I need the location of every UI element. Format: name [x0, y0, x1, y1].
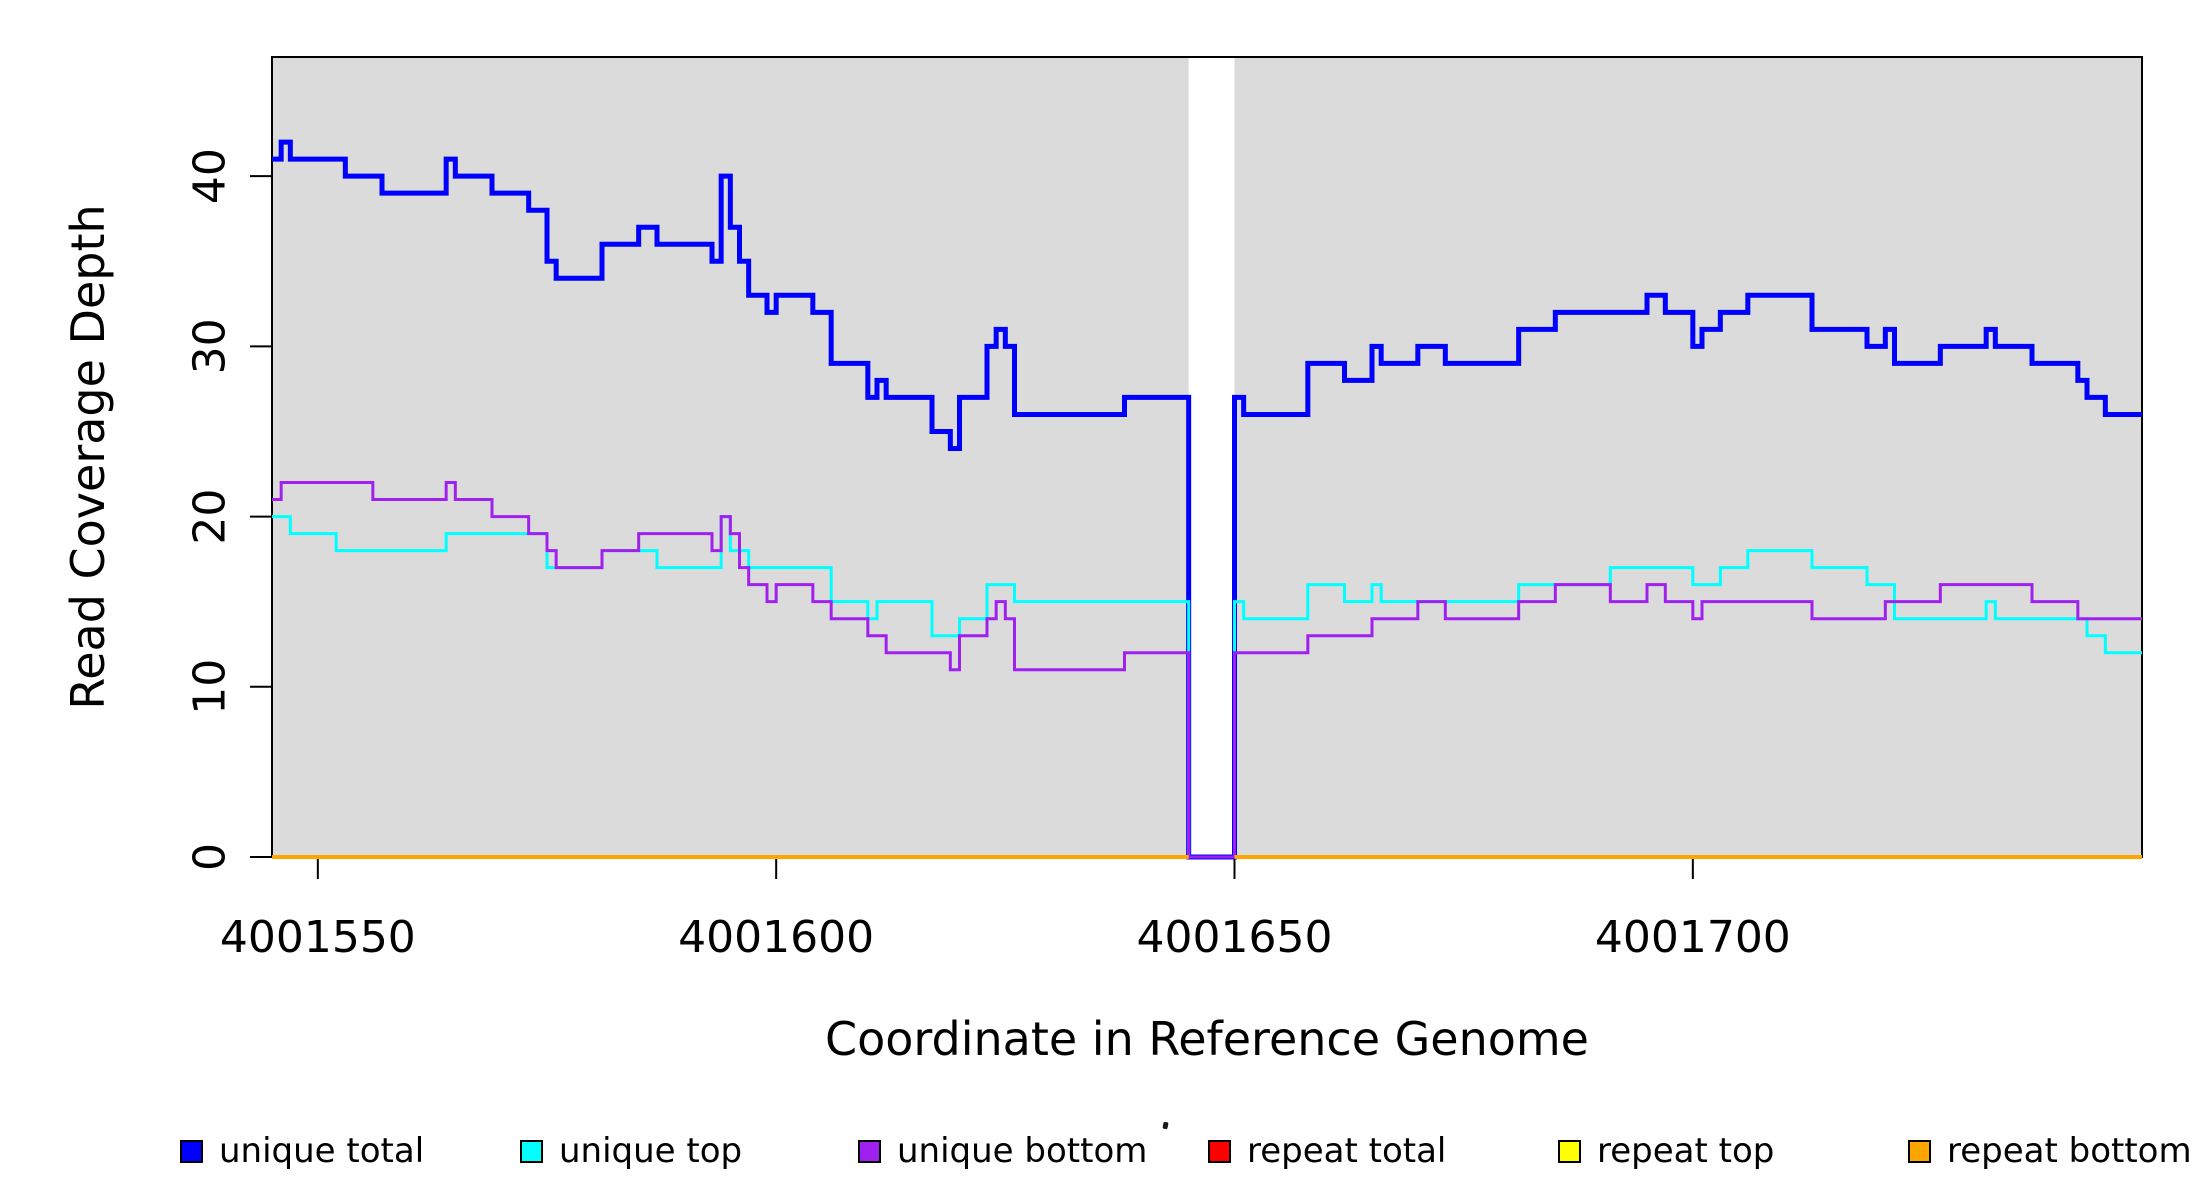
- legend-swatch-unique-bottom: [858, 1139, 881, 1163]
- y-tick-label: 0: [185, 843, 236, 871]
- legend-label: unique top: [559, 1131, 743, 1171]
- legend-swatch-repeat-bottom: [1908, 1139, 1931, 1163]
- y-tick-label: 20: [185, 489, 236, 545]
- legend-label: unique bottom: [897, 1131, 1148, 1171]
- legend-swatch-repeat-top: [1558, 1139, 1581, 1163]
- x-tick-label: 4001700: [1595, 912, 1791, 963]
- y-tick-label: 30: [185, 318, 236, 374]
- legend-item-unique-total: unique total: [180, 1131, 425, 1171]
- y-tick-label: 10: [185, 659, 236, 715]
- legend-swatch-unique-top: [520, 1139, 543, 1163]
- x-tick-label: 4001550: [220, 912, 416, 963]
- legend-label: repeat bottom: [1947, 1131, 2192, 1171]
- x-tick-label: 4001650: [1137, 912, 1333, 963]
- legend-item-repeat-bottom: repeat bottom: [1908, 1131, 2192, 1171]
- legend-item-unique-bottom: unique bottom: [858, 1131, 1148, 1171]
- y-tick-label: 40: [185, 148, 236, 204]
- x-tick-label: 4001600: [678, 912, 874, 963]
- y-axis-label: Read Coverage Depth: [61, 204, 115, 710]
- legend-swatch-repeat-total: [1208, 1139, 1231, 1163]
- legend: unique total unique top unique bottom repea…: [0, 1131, 2200, 1171]
- x-axis-label: Coordinate in Reference Genome: [825, 1012, 1589, 1066]
- legend-label: unique total: [219, 1131, 425, 1171]
- series-unique-total: [272, 139, 2142, 860]
- legend-item-repeat-top: repeat top: [1558, 1131, 1775, 1171]
- legend-label: repeat top: [1597, 1131, 1775, 1171]
- legend-swatch-unique-total: [180, 1139, 203, 1163]
- legend-item-repeat-total: repeat total: [1208, 1131, 1447, 1171]
- legend-label: repeat total: [1247, 1131, 1447, 1171]
- no-data-gap-band: [1188, 57, 1235, 857]
- series-unique-bottom: [272, 481, 2142, 859]
- legend-item-unique-top: unique top: [520, 1131, 743, 1171]
